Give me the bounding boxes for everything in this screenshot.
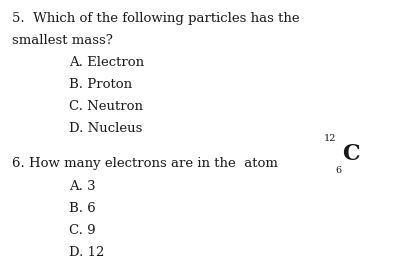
- Text: D. 12: D. 12: [69, 246, 105, 259]
- Text: B. 6: B. 6: [69, 202, 96, 215]
- Text: C: C: [342, 143, 360, 165]
- Text: 12: 12: [324, 134, 337, 143]
- Text: 6: 6: [336, 166, 342, 175]
- Text: C. 9: C. 9: [69, 224, 96, 237]
- Text: 6. How many electrons are in the  atom: 6. How many electrons are in the atom: [12, 157, 278, 170]
- Text: B. Proton: B. Proton: [69, 78, 132, 91]
- Text: 5.  Which of the following particles has the: 5. Which of the following particles has …: [12, 12, 299, 25]
- Text: A. 3: A. 3: [69, 180, 96, 193]
- Text: C. Neutron: C. Neutron: [69, 100, 143, 113]
- Text: A. Electron: A. Electron: [69, 56, 144, 69]
- Text: smallest mass?: smallest mass?: [12, 34, 113, 47]
- Text: D. Nucleus: D. Nucleus: [69, 122, 143, 135]
